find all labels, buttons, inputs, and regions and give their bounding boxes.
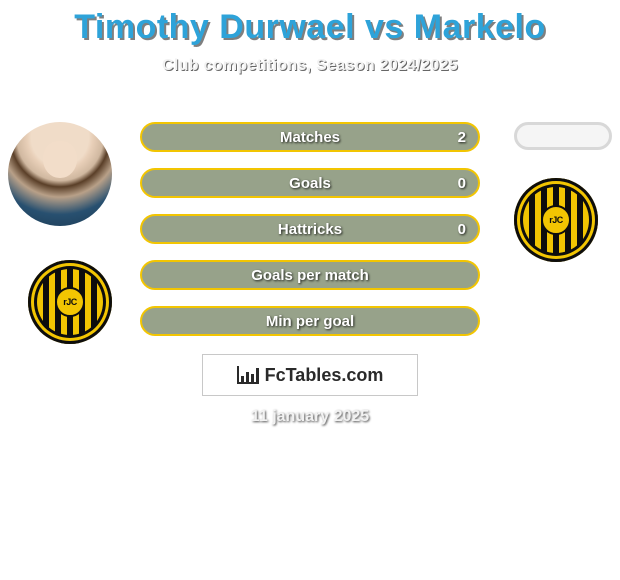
stat-label: Hattricks [278, 221, 342, 238]
stat-label: Matches [280, 129, 340, 146]
branding-box: FcTables.com [202, 354, 418, 396]
branding-text: FcTables.com [265, 365, 384, 386]
stat-row: Goals per match [140, 260, 480, 290]
stat-row: Matches 2 [140, 122, 480, 152]
stat-row: Min per goal [140, 306, 480, 336]
player-right-avatar [514, 122, 612, 150]
badge-stripes: rJC [37, 269, 103, 335]
badge-abbrev: rJC [541, 205, 571, 235]
stat-row: Hattricks 0 [140, 214, 480, 244]
player-right-club-badge: rJC [514, 178, 598, 262]
date-line: 11 january 2025 [0, 408, 620, 426]
stat-value-left: 2 [458, 129, 466, 146]
player-left-avatar [8, 122, 112, 226]
comparison-card: Timothy Durwael vs Markelo Club competit… [0, 0, 620, 445]
stats-column: Matches 2 Goals 0 Hattricks 0 Goals per match M… [140, 122, 480, 336]
badge-stripes: rJC [523, 187, 589, 253]
stat-row: Goals 0 [140, 168, 480, 198]
badge-abbrev: rJC [55, 287, 85, 317]
stat-label: Goals [289, 175, 331, 192]
page-title: Timothy Durwael vs Markelo [0, 0, 620, 47]
chart-icon [237, 366, 259, 384]
subtitle: Club competitions, Season 2024/2025 [0, 57, 620, 75]
player-left-club-badge: rJC [28, 260, 112, 344]
stat-label: Min per goal [266, 313, 354, 330]
stat-value-left: 0 [458, 175, 466, 192]
stat-label: Goals per match [251, 267, 369, 284]
stat-value-left: 0 [458, 221, 466, 238]
